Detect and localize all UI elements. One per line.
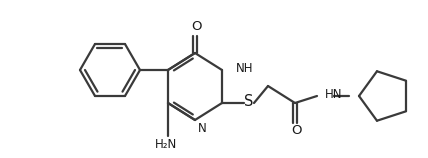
- Text: S: S: [244, 94, 254, 109]
- Text: O: O: [292, 125, 302, 137]
- Text: HN: HN: [325, 88, 342, 101]
- Text: H₂N: H₂N: [155, 137, 177, 151]
- Text: NH: NH: [236, 61, 253, 75]
- Text: O: O: [192, 21, 202, 33]
- Text: N: N: [198, 122, 207, 134]
